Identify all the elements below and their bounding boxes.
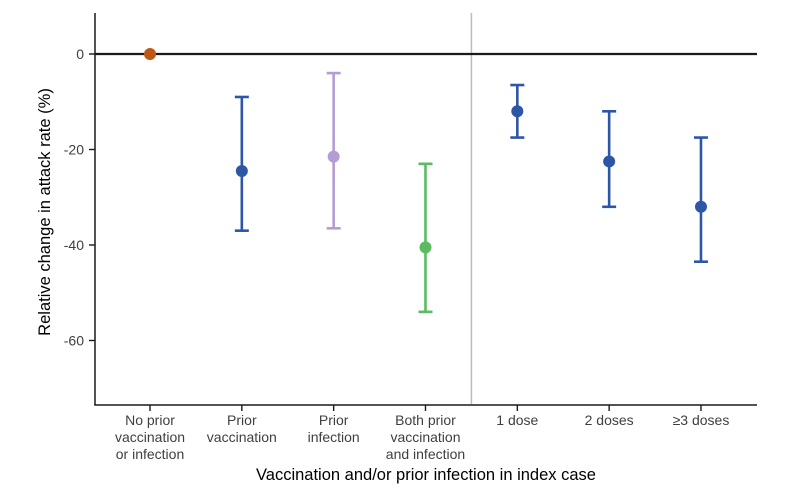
y-tick-label: 0 xyxy=(76,46,84,62)
data-point-both-prior-vaccination-and-infection xyxy=(419,241,432,254)
x-tick-label-3-or-more-doses: ≥3 doses xyxy=(673,412,730,428)
x-tick-label-prior-vaccination: Prior xyxy=(227,412,257,428)
data-point-1-dose xyxy=(511,105,524,118)
data-point-3-or-more-doses xyxy=(694,200,707,213)
x-tick-label-both-prior-vaccination-and-infection: vaccination xyxy=(390,429,460,445)
x-tick-label-prior-vaccination: vaccination xyxy=(207,429,277,445)
x-tick-label-both-prior-vaccination-and-infection: Both prior xyxy=(395,412,456,428)
x-tick-label-both-prior-vaccination-and-infection: and infection xyxy=(386,446,465,462)
y-tick-label: -40 xyxy=(64,237,84,253)
y-tick-label: -20 xyxy=(64,142,84,158)
x-tick-label-no-prior-vaccination-or-infection: or infection xyxy=(116,446,184,462)
x-tick-label-prior-infection: infection xyxy=(308,429,360,445)
x-tick-label-1-dose: 1 dose xyxy=(496,412,538,428)
data-point-2-doses xyxy=(603,155,616,168)
x-tick-label-no-prior-vaccination-or-infection: vaccination xyxy=(115,429,185,445)
x-axis-title: Vaccination and/or prior infection in in… xyxy=(256,466,596,484)
y-tick-label: -60 xyxy=(64,333,84,349)
data-point-no-prior-vaccination-or-infection xyxy=(144,48,156,60)
data-point-prior-vaccination xyxy=(235,164,248,177)
y-axis-title: Relative change in attack rate (%) xyxy=(36,88,54,336)
x-tick-label-prior-infection: Prior xyxy=(319,412,349,428)
x-tick-label-no-prior-vaccination-or-infection: No prior xyxy=(125,412,175,428)
x-tick-label-2-doses: 2 doses xyxy=(585,412,634,428)
data-point-prior-infection xyxy=(327,150,340,163)
